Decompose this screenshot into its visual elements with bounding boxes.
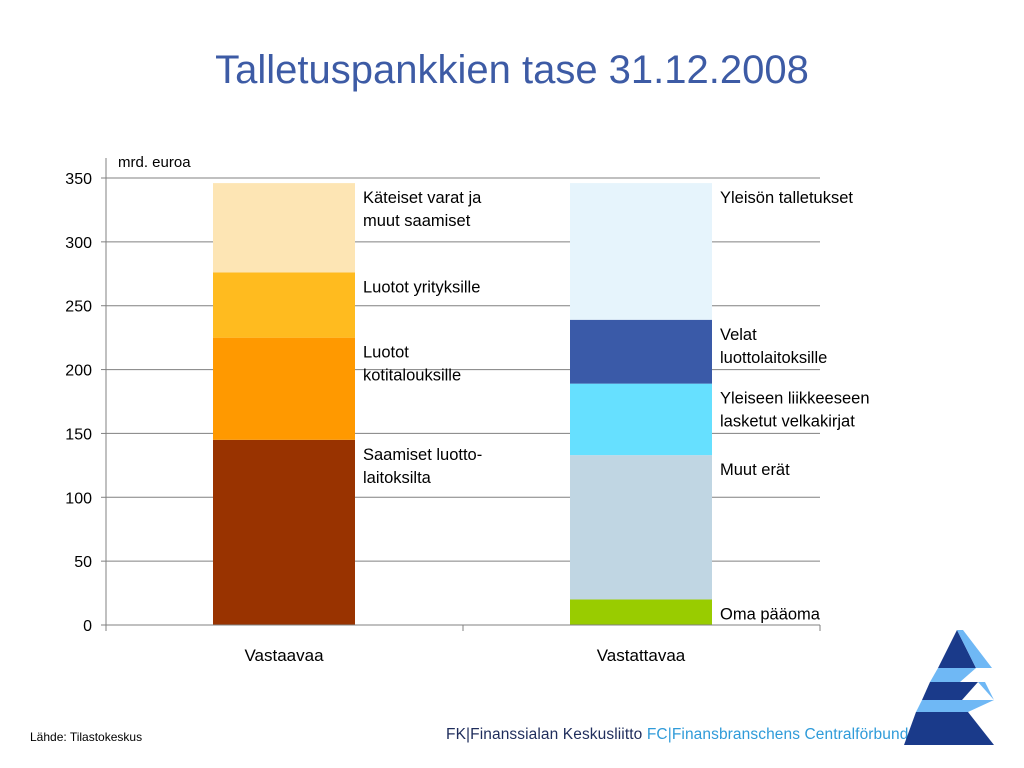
bars bbox=[213, 183, 712, 625]
bar-segment bbox=[570, 599, 712, 625]
segment-label: muut saamiset bbox=[363, 212, 471, 230]
fc-name: Finansbranschens Centralförbund bbox=[671, 726, 909, 743]
y-tick-label: 350 bbox=[65, 171, 92, 188]
y-tick-label: 50 bbox=[74, 554, 92, 571]
y-tick-label: 0 bbox=[83, 618, 92, 635]
segment-label: Saamiset luotto- bbox=[363, 446, 482, 464]
bar-segment bbox=[213, 272, 355, 338]
bar-segment bbox=[570, 455, 712, 600]
bar-segment bbox=[570, 183, 712, 320]
bar-segment bbox=[213, 183, 355, 273]
y-tick-label: 300 bbox=[65, 235, 92, 252]
slide-title: Talletuspankkien tase 31.12.2008 bbox=[215, 48, 809, 92]
y-tick-label: 250 bbox=[65, 299, 92, 316]
segment-label: lasketut velkakirjat bbox=[720, 413, 855, 431]
footer-organization-name: FK|Finanssialan Keskusliitto FC|Finansbr… bbox=[446, 726, 909, 743]
y-tick-label: 150 bbox=[65, 426, 92, 443]
source-note: Lähde: Tilastokeskus bbox=[30, 730, 143, 744]
fk-name: Finanssialan Keskusliitto bbox=[470, 726, 643, 743]
segment-label: Käteiset varat ja bbox=[363, 189, 482, 207]
bar-segment bbox=[570, 319, 712, 384]
x-category-label: Vastattavaa bbox=[597, 646, 686, 665]
stacked-bar-chart: 0 50 100 150 200 250 300 350 mrd. euroa Vastaavaa… bbox=[65, 154, 870, 665]
fk-abbr: FK bbox=[446, 726, 467, 743]
segment-label: Muut erät bbox=[720, 461, 790, 479]
bar-segment bbox=[213, 337, 355, 440]
segment-label: Luotot yrityksille bbox=[363, 279, 480, 297]
y-tick-label: 100 bbox=[65, 490, 92, 507]
segment-labels: Saamiset luotto-laitoksilta Luotot kotital… bbox=[363, 189, 870, 623]
y-axis-label: mrd. euroa bbox=[118, 154, 191, 171]
segment-label: kotitalouksille bbox=[363, 367, 461, 385]
x-category-label: Vastaavaa bbox=[244, 646, 324, 665]
axes: 0 50 100 150 200 250 300 350 mrd. euroa Vastaavaa… bbox=[65, 154, 821, 665]
segment-label: Luotot bbox=[363, 344, 409, 362]
bar-segment bbox=[213, 439, 355, 625]
segment-label: luottolaitoksille bbox=[720, 349, 827, 367]
segment-label: Yleisön talletukset bbox=[720, 189, 853, 207]
segment-label: Oma pääoma bbox=[720, 605, 821, 623]
bar-segment bbox=[570, 383, 712, 456]
segment-label: Yleiseen liikkeeseen bbox=[720, 390, 870, 408]
y-tick-label: 200 bbox=[65, 363, 92, 380]
segment-label: Velat bbox=[720, 326, 757, 344]
fc-abbr: FC bbox=[646, 726, 668, 743]
segment-label: laitoksilta bbox=[363, 469, 432, 487]
